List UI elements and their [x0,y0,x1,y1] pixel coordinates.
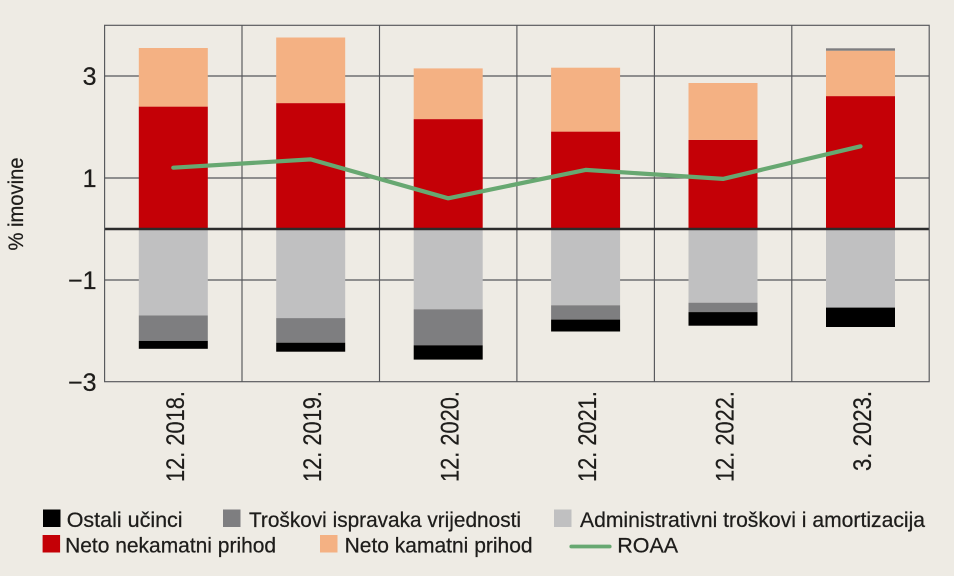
svg-text:Neto nekamatni prihod: Neto nekamatni prihod [65,534,276,558]
svg-text:−1: −1 [68,267,97,295]
svg-text:% imovine: % imovine [5,158,28,251]
svg-text:Neto kamatni prihod: Neto kamatni prihod [345,534,533,558]
svg-text:12. 2022.: 12. 2022. [712,391,740,482]
svg-text:12. 2019.: 12. 2019. [299,391,327,482]
svg-text:3: 3 [83,63,97,91]
svg-text:12. 2021.: 12. 2021. [574,391,602,482]
svg-text:Ostali učinci: Ostali učinci [67,508,183,532]
svg-text:ROAA: ROAA [617,534,679,558]
svg-text:12. 2020.: 12. 2020. [437,391,465,482]
svg-text:−3: −3 [68,369,97,397]
svg-text:Troškovi ispravaka vrijednosti: Troškovi ispravaka vrijednosti [249,508,521,532]
svg-text:Administrativni troškovi i amo: Administrativni troškovi i amortizacija [580,508,925,532]
svg-text:1: 1 [83,165,97,193]
svg-text:12. 2018.: 12. 2018. [162,391,190,482]
svg-text:3. 2023.: 3. 2023. [849,391,877,471]
